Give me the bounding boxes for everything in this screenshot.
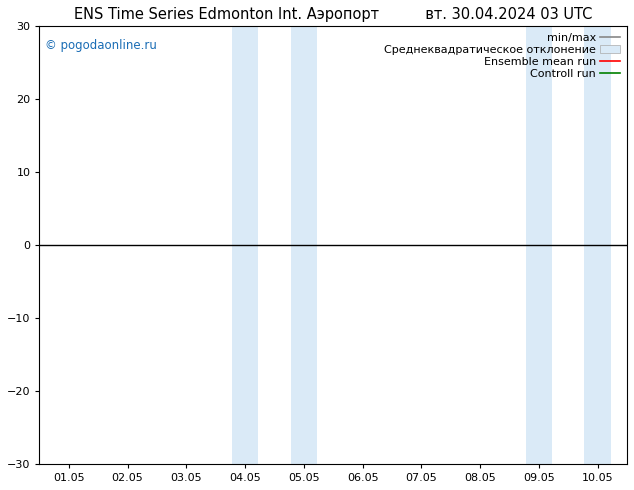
Text: © pogodaonline.ru: © pogodaonline.ru [46, 39, 157, 52]
Bar [526, 26, 552, 464]
Bar [290, 26, 317, 464]
Bar [585, 26, 611, 464]
Bar [232, 26, 258, 464]
Title: ENS Time Series Edmonton Int. Аэропорт          вт. 30.04.2024 03 UTC: ENS Time Series Edmonton Int. Аэропорт в… [74, 7, 592, 22]
Legend: min/max, Среднеквадратическое отклонение, Ensemble mean run, Controll run: min/max, Среднеквадратическое отклонение… [380, 28, 625, 84]
